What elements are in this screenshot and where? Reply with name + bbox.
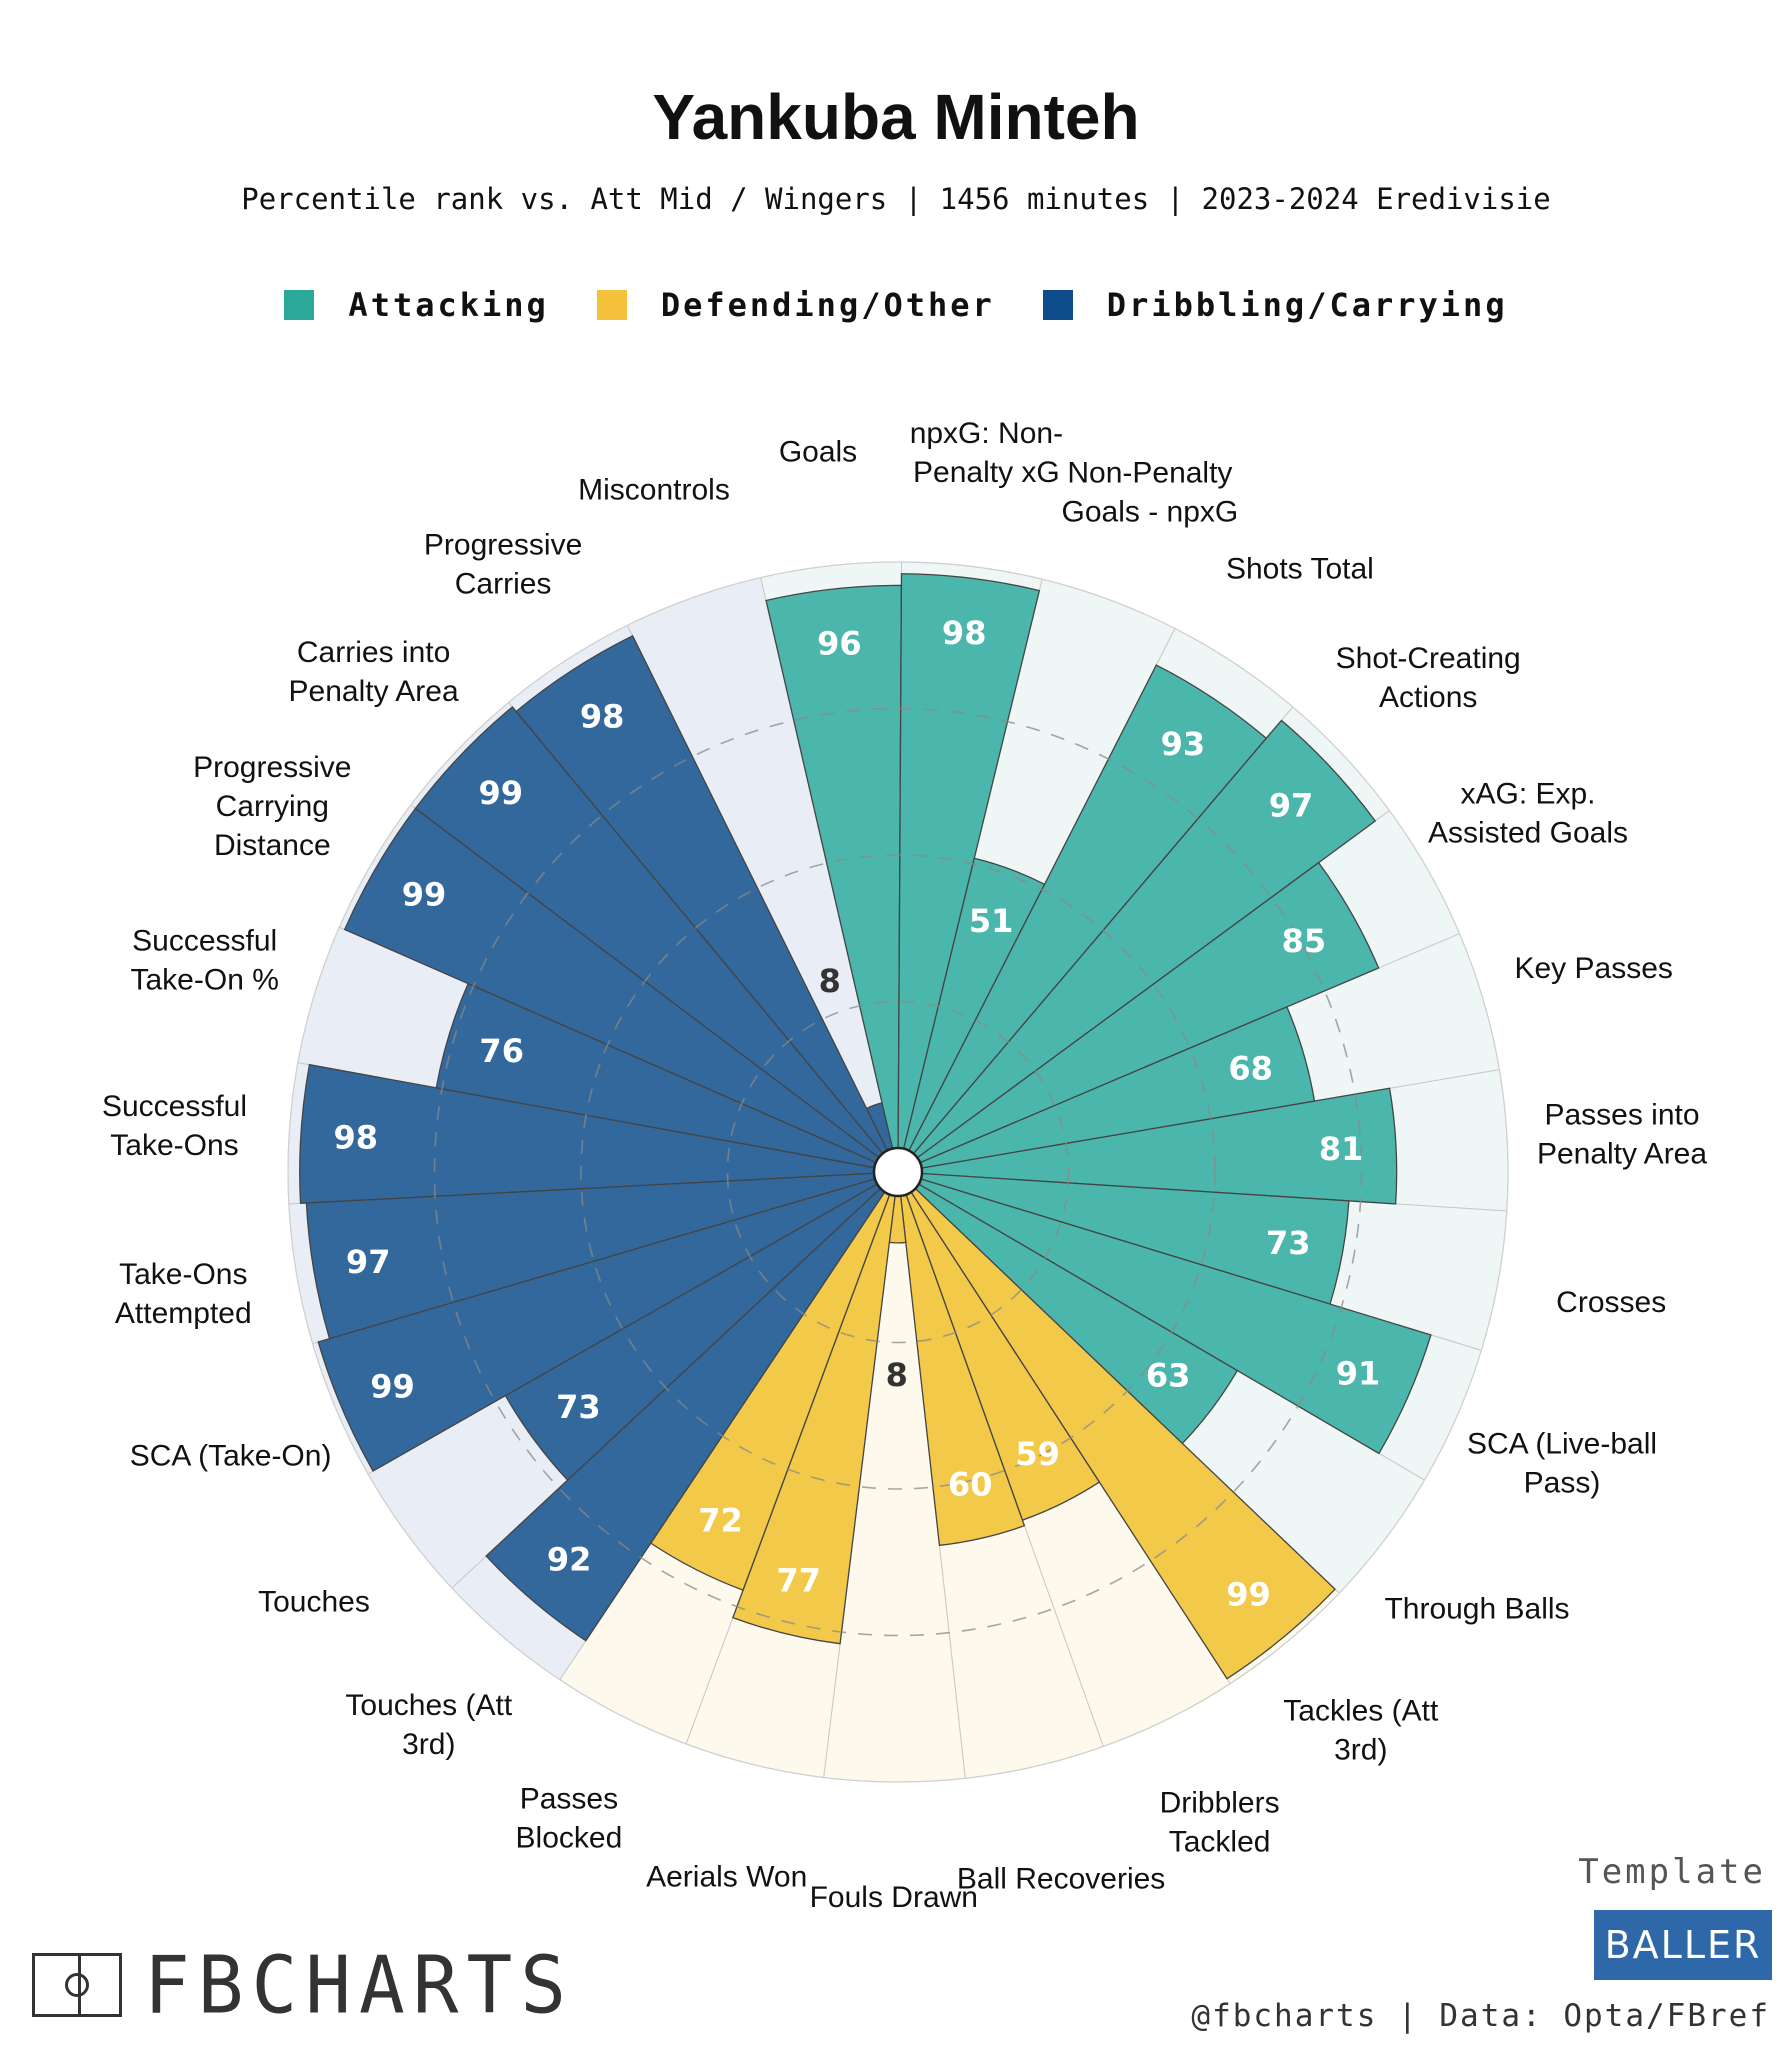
category-label-crosses: Crosses <box>1556 1286 1666 1319</box>
value-label-progressive-carrying-distance: 99 <box>402 876 447 914</box>
legend-swatch-attacking <box>284 290 315 320</box>
legend-label-attacking: Attacking <box>348 286 549 324</box>
legend-item-defending: Defending/Other <box>596 286 995 324</box>
fbcharts-logo: FBCHARTS <box>32 1937 575 2032</box>
category-label-passes-into-penalty-area: Passes into Penalty Area <box>1537 1099 1707 1171</box>
category-label-goals: Goals <box>779 435 857 468</box>
category-label-tackles-att-3rd: Tackles (Att 3rd) <box>1283 1695 1439 1767</box>
value-label-fouls-drawn: 8 <box>886 1356 908 1394</box>
legend-swatch-dribbling <box>1042 290 1073 320</box>
value-label-xag-exp-assisted-goals: 85 <box>1282 922 1327 960</box>
category-label-aerials-won: Aerials Won <box>646 1861 807 1894</box>
category-label-sca-live-ball-pass: SCA (Live-ball Pass) <box>1467 1428 1657 1500</box>
value-label-successful-take-on: 76 <box>479 1032 524 1070</box>
value-label-npxg-non-penalty-xg: 98 <box>942 614 987 652</box>
value-label-shots-total: 93 <box>1161 725 1206 763</box>
value-label-touches: 73 <box>556 1388 601 1426</box>
category-label-shot-creating-actions: Shot-Creating Actions <box>1336 642 1521 714</box>
credit-line: @fbcharts | Data: Opta/FBref <box>1191 1998 1770 2034</box>
category-label-touches: Touches <box>258 1586 370 1619</box>
category-label-carries-into-penalty-area: Carries into Penalty Area <box>289 636 459 708</box>
category-label-successful-take-on: Successful Take-On % <box>131 925 279 997</box>
category-label-touches-att-3rd: Touches (Att 3rd) <box>345 1689 512 1761</box>
pitch-icon <box>32 1952 122 2017</box>
value-label-through-balls: 63 <box>1146 1357 1191 1395</box>
category-label-sca-take-on: SCA (Take-On) <box>130 1439 332 1472</box>
category-label-ball-recoveries: Ball Recoveries <box>957 1862 1165 1895</box>
legend-item-dribbling: Dribbling/Carrying <box>1042 286 1508 324</box>
chart-subtitle: Percentile rank vs. Att Mid / Wingers | … <box>241 182 1551 216</box>
category-label-xag-exp-assisted-goals: xAG: Exp. Assisted Goals <box>1428 778 1628 850</box>
legend-swatch-defending <box>596 290 627 320</box>
value-label-miscontrols: 8 <box>819 962 841 1000</box>
value-label-carries-into-penalty-area: 99 <box>479 774 524 812</box>
category-label-successful-take-ons: Successful Take-Ons <box>102 1090 247 1162</box>
legend-label-dribbling: Dribbling/Carrying <box>1106 286 1508 324</box>
category-label-passes-blocked: Passes Blocked <box>516 1783 623 1855</box>
category-label-key-passes: Key Passes <box>1514 952 1672 985</box>
value-label-take-ons-attempted: 97 <box>346 1243 391 1281</box>
center-hole <box>872 1146 924 1198</box>
value-label-aerials-won: 77 <box>776 1561 821 1599</box>
logo-text: FBCHARTS <box>144 1937 575 2032</box>
value-label-touches-att-3rd: 92 <box>547 1540 592 1578</box>
value-label-passes-into-penalty-area: 81 <box>1319 1130 1364 1168</box>
value-label-crosses: 73 <box>1266 1224 1311 1262</box>
value-label-sca-live-ball-pass: 91 <box>1336 1355 1381 1393</box>
value-label-sca-take-on: 99 <box>370 1368 415 1406</box>
legend-label-defending: Defending/Other <box>660 286 995 324</box>
baller-badge: BALLER <box>1594 1910 1772 1980</box>
chart-title: Yankuba Minteh <box>652 81 1140 153</box>
category-label-fouls-drawn: Fouls Drawn <box>810 1881 978 1914</box>
value-label-goals: 96 <box>817 625 862 663</box>
value-label-successful-take-ons: 98 <box>334 1118 379 1156</box>
legend: Attacking Defending/Other Dribbling/Carr… <box>0 286 1792 324</box>
grid-ring-outer <box>287 561 1509 1783</box>
bars <box>299 573 1432 1680</box>
category-label-shots-total: Shots Total <box>1226 553 1374 586</box>
value-label-non-penalty-goals-npxg: 51 <box>969 902 1014 940</box>
category-label-progressive-carrying-distance: Progressive Carrying Distance <box>193 751 351 862</box>
value-label-key-passes: 68 <box>1228 1050 1273 1088</box>
category-label-take-ons-attempted: Take-Ons Attempted <box>115 1258 252 1330</box>
value-label-tackles-att-3rd: 99 <box>1226 1576 1271 1614</box>
grid-ring-25 <box>726 1000 1070 1344</box>
category-label-miscontrols: Miscontrols <box>578 473 730 506</box>
grid-rings <box>287 561 1509 1783</box>
value-label-shot-creating-actions: 97 <box>1269 787 1314 825</box>
category-label-dribblers-tackled: Dribblers Tackled <box>1160 1786 1280 1858</box>
category-label-progressive-carries: Progressive Carries <box>424 529 582 601</box>
legend-item-attacking: Attacking <box>284 286 548 324</box>
category-labels: Passes into Penalty Area Crosses SCA (Live-… <box>102 417 1707 1914</box>
value-label-ball-recoveries: 60 <box>948 1465 993 1503</box>
template-label: Template <box>1578 1852 1766 1892</box>
category-label-non-penalty-goals-npxg: Non-Penalty Goals - npxG <box>1062 457 1239 529</box>
category-label-through-balls: Through Balls <box>1384 1592 1569 1625</box>
value-labels: 81 73 91 63 99 59 60 8 77 72 92 73 99 97 98 76 99 99 98 8 96… <box>334 614 1381 1614</box>
value-label-passes-blocked: 72 <box>698 1501 743 1539</box>
value-label-progressive-carries: 98 <box>580 697 625 735</box>
category-label-npxg-non-penalty-xg: npxG: Non-Penalty xG <box>910 417 1063 489</box>
grid-ring-75 <box>433 707 1363 1637</box>
grid-ring-50 <box>580 854 1216 1490</box>
value-label-dribblers-tackled: 59 <box>1015 1435 1060 1473</box>
